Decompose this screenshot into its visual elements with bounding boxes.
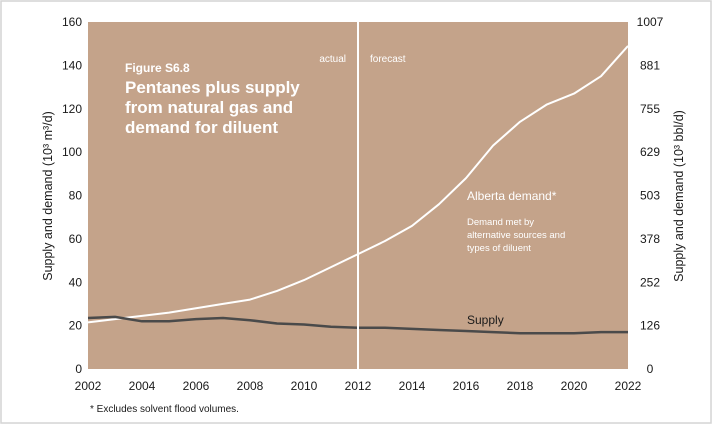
x-tick-label: 2014 bbox=[399, 379, 426, 393]
demand-note-line-2: alternative sources and bbox=[467, 230, 565, 241]
y-tick-label-left: 0 bbox=[75, 362, 82, 376]
y-tick-label-left: 40 bbox=[69, 275, 83, 289]
x-tick-label: 2020 bbox=[561, 379, 588, 393]
series-label-demand: Alberta demand* bbox=[467, 189, 557, 203]
y-tick-label-left: 120 bbox=[62, 102, 82, 116]
demand-note-line-1: Demand met by bbox=[467, 217, 534, 228]
y-tick-label-right: 629 bbox=[640, 145, 660, 159]
y-axis-right-title: Supply and demand (10³ bbl/d) bbox=[672, 110, 686, 282]
y-tick-label-right: 503 bbox=[640, 189, 660, 203]
y-tick-label-left: 60 bbox=[69, 232, 83, 246]
x-tick-label: 2006 bbox=[183, 379, 210, 393]
figure-title-line-3: demand for diluent bbox=[125, 118, 278, 137]
x-axis-ticks: 2002 2004 2006 2008 2010 2012 2014 2016 2018 2020… bbox=[75, 379, 642, 393]
y-tick-label-left: 80 bbox=[69, 189, 83, 203]
x-tick-label: 2016 bbox=[453, 379, 480, 393]
phase-label-forecast: forecast bbox=[370, 54, 406, 65]
y-tick-label-left: 160 bbox=[62, 15, 82, 29]
y-tick-label-right: 755 bbox=[640, 102, 660, 116]
x-tick-label: 2002 bbox=[75, 379, 102, 393]
x-tick-label: 2008 bbox=[237, 379, 264, 393]
demand-note-line-3: types of diluent bbox=[467, 243, 531, 254]
y-axis-left-title: Supply and demand (10³ m³/d) bbox=[41, 111, 55, 281]
x-tick-label: 2004 bbox=[129, 379, 156, 393]
y-axis-left-ticks: 0 20 40 60 80 100 120 140 160 bbox=[62, 15, 82, 376]
series-label-supply: Supply bbox=[467, 313, 504, 327]
y-tick-label-right: 0 bbox=[647, 362, 654, 376]
figure-title-line-2: from natural gas and bbox=[125, 98, 293, 117]
y-tick-label-right: 1007 bbox=[637, 15, 664, 29]
y-tick-label-right: 126 bbox=[640, 319, 660, 333]
footnote: * Excludes solvent flood volumes. bbox=[90, 404, 239, 415]
x-tick-label: 2010 bbox=[291, 379, 318, 393]
plot-layer bbox=[87, 22, 629, 369]
phase-label-actual: actual bbox=[319, 54, 346, 65]
x-tick-label: 2018 bbox=[507, 379, 534, 393]
y-tick-label-right: 252 bbox=[640, 275, 660, 289]
figure-title-line-1: Pentanes plus supply bbox=[125, 78, 300, 97]
x-tick-label: 2022 bbox=[615, 379, 642, 393]
y-axis-right-ticks: 0 126 252 378 503 629 755 881 1007 bbox=[637, 15, 664, 376]
y-tick-label-right: 881 bbox=[640, 58, 660, 72]
y-tick-label-left: 20 bbox=[69, 319, 83, 333]
y-tick-label-left: 140 bbox=[62, 58, 82, 72]
y-tick-label-left: 100 bbox=[62, 145, 82, 159]
x-tick-label: 2012 bbox=[345, 379, 372, 393]
figure-number: Figure S6.8 bbox=[125, 61, 190, 75]
y-tick-label-right: 378 bbox=[640, 232, 660, 246]
